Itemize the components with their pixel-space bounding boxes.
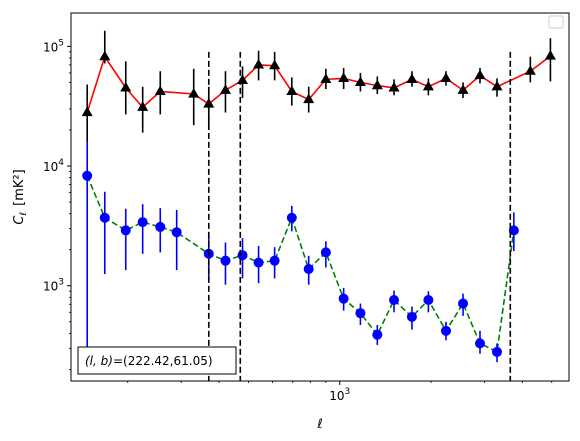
data-point-triangle <box>303 93 315 104</box>
data-point-triangle <box>524 65 536 75</box>
vline-layer <box>207 51 512 381</box>
data-point-triangle <box>544 50 556 60</box>
data-point-triangle <box>269 59 281 70</box>
data-point-triangle <box>286 85 298 96</box>
data-point-triangle <box>457 84 469 94</box>
data-point-triangle <box>137 101 149 111</box>
series-2 <box>82 140 519 363</box>
annotation-text: (l, b)=(222.42,61.05) <box>85 354 213 368</box>
y-tick-label: 105 <box>43 38 64 54</box>
data-point-triangle <box>491 80 503 91</box>
data-point-triangle <box>422 80 434 91</box>
data-point-triangle <box>320 73 332 83</box>
data-point-circle <box>372 329 383 340</box>
data-point-triangle <box>188 87 200 98</box>
plot-frame <box>70 12 570 382</box>
data-point-triangle <box>371 79 383 90</box>
y-tick-label: 104 <box>43 158 64 174</box>
x-tick-label: 103 <box>329 387 350 403</box>
series-layer <box>81 30 556 363</box>
series-line <box>86 54 551 113</box>
annotation-box <box>77 346 237 375</box>
data-point-circle <box>171 227 182 238</box>
data-point-circle <box>474 338 485 349</box>
data-point-triangle <box>388 81 400 92</box>
data-point-circle <box>82 170 93 181</box>
data-point-circle <box>286 212 297 223</box>
y-tick-label: 103 <box>43 278 64 294</box>
data-point-triangle <box>219 84 231 94</box>
data-point-circle <box>458 298 469 309</box>
data-point-circle <box>99 212 110 223</box>
data-point-circle <box>338 293 349 304</box>
data-point-triangle <box>120 81 132 92</box>
data-point-circle <box>237 250 248 261</box>
data-point-circle <box>269 255 280 266</box>
data-point-circle <box>220 255 231 266</box>
legend-box <box>548 15 564 29</box>
data-point-circle <box>389 295 400 306</box>
data-point-triangle <box>81 106 93 117</box>
y-axis-label-subscript: ℓ <box>19 212 29 217</box>
data-point-circle <box>120 225 131 236</box>
data-point-circle <box>423 295 434 306</box>
data-point-circle <box>320 247 331 258</box>
y-axis-label-unit: [mK²] <box>12 169 27 206</box>
tick-layer: 103 103 104 105 <box>43 38 553 403</box>
annotation-prefix: (l, b) <box>85 354 113 368</box>
x-axis-label: ℓ <box>316 417 322 432</box>
data-point-triangle <box>338 72 350 82</box>
data-point-circle <box>508 225 519 236</box>
data-point-circle <box>137 217 148 228</box>
data-point-circle <box>406 311 417 322</box>
data-point-circle <box>440 325 451 336</box>
data-point-circle <box>355 308 366 319</box>
data-point-triangle <box>406 73 418 83</box>
data-point-triangle <box>354 76 366 86</box>
data-point-triangle <box>99 50 111 61</box>
data-point-triangle <box>440 72 452 82</box>
data-point-circle <box>155 221 166 232</box>
annotation-value: =(222.42,61.05) <box>113 354 213 368</box>
data-point-circle <box>492 346 503 357</box>
data-point-circle <box>303 263 314 274</box>
data-point-triangle <box>474 69 486 80</box>
data-point-triangle <box>253 58 265 69</box>
series-1 <box>81 30 556 142</box>
y-axis-label-symbol: C <box>12 215 27 225</box>
data-point-circle <box>253 257 264 268</box>
plot-area <box>71 13 569 381</box>
data-point-triangle <box>154 85 166 96</box>
y-axis-label: Cℓ [mK²] <box>12 169 29 224</box>
